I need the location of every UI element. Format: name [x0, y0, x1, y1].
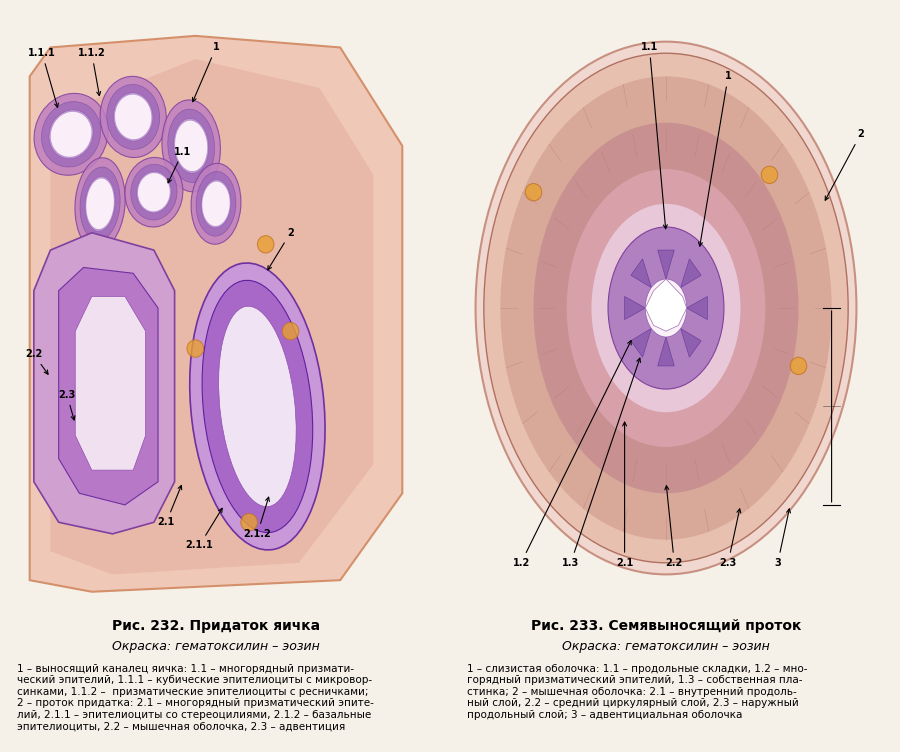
Polygon shape	[631, 329, 652, 357]
Ellipse shape	[174, 118, 209, 174]
Text: 3: 3	[774, 509, 790, 568]
Ellipse shape	[107, 84, 159, 150]
Ellipse shape	[75, 158, 125, 250]
Text: 2: 2	[825, 129, 864, 200]
Polygon shape	[631, 259, 652, 287]
Circle shape	[608, 227, 724, 389]
Text: 2.1.1: 2.1.1	[185, 508, 222, 550]
Ellipse shape	[41, 102, 101, 167]
Circle shape	[534, 123, 798, 493]
Polygon shape	[658, 337, 674, 366]
Text: 1: 1	[193, 42, 220, 102]
Polygon shape	[680, 259, 701, 287]
Ellipse shape	[125, 157, 183, 227]
Text: Рис. 232. Придаток яичка: Рис. 232. Придаток яичка	[112, 620, 320, 633]
Ellipse shape	[790, 357, 806, 374]
Polygon shape	[76, 296, 146, 470]
Text: 1 – слизистая оболочка: 1.1 – продольные складки, 1.2 – мно-
горядный призматиче: 1 – слизистая оболочка: 1.1 – продольные…	[467, 663, 808, 720]
Ellipse shape	[80, 167, 121, 241]
Ellipse shape	[162, 100, 220, 192]
Ellipse shape	[201, 180, 231, 228]
Text: Рис. 233. Семявыносящий проток: Рис. 233. Семявыносящий проток	[531, 620, 801, 633]
Ellipse shape	[85, 176, 115, 232]
Circle shape	[475, 41, 857, 575]
Text: 1.1.2: 1.1.2	[78, 48, 105, 96]
Text: 2.3: 2.3	[719, 509, 741, 568]
Ellipse shape	[137, 171, 171, 213]
Text: 1: 1	[698, 71, 732, 246]
Ellipse shape	[219, 306, 296, 507]
Ellipse shape	[191, 163, 241, 244]
Ellipse shape	[187, 340, 203, 357]
Text: Окраска: гематоксилин – эозин: Окраска: гематоксилин – эозин	[112, 639, 320, 653]
Text: 1.1: 1.1	[641, 42, 667, 229]
Text: 2.1: 2.1	[616, 422, 634, 568]
Polygon shape	[625, 296, 645, 320]
Circle shape	[500, 77, 832, 540]
Ellipse shape	[761, 166, 778, 183]
Text: 2.1.2: 2.1.2	[244, 497, 271, 539]
Polygon shape	[658, 250, 674, 279]
Ellipse shape	[115, 95, 151, 139]
Text: 1 – выносящий каналец яичка: 1.1 – многорядный призмати-
ческий эпителий, 1.1.1 : 1 – выносящий каналец яичка: 1.1 – много…	[17, 663, 374, 732]
Text: 2.3: 2.3	[58, 390, 76, 420]
Ellipse shape	[86, 178, 114, 229]
Ellipse shape	[130, 165, 177, 220]
Polygon shape	[687, 296, 707, 320]
Ellipse shape	[167, 109, 214, 183]
Ellipse shape	[176, 120, 207, 171]
Text: 2.1: 2.1	[158, 486, 182, 527]
Circle shape	[591, 204, 741, 412]
Text: 2: 2	[268, 228, 294, 270]
Polygon shape	[30, 36, 402, 592]
Polygon shape	[50, 59, 373, 575]
Polygon shape	[680, 329, 701, 357]
Ellipse shape	[257, 235, 274, 253]
Ellipse shape	[196, 171, 236, 236]
Ellipse shape	[526, 183, 542, 201]
Ellipse shape	[202, 181, 230, 226]
Text: Окраска: гематоксилин – эозин: Окраска: гематоксилин – эозин	[562, 639, 770, 653]
Ellipse shape	[34, 93, 108, 175]
Text: 2.2: 2.2	[665, 486, 683, 568]
Ellipse shape	[100, 77, 166, 157]
Circle shape	[567, 169, 765, 447]
Circle shape	[484, 53, 848, 562]
Text: 1.1.1: 1.1.1	[28, 48, 58, 108]
Ellipse shape	[202, 280, 312, 532]
Text: 1.3: 1.3	[562, 358, 641, 568]
Text: 2.2: 2.2	[25, 350, 48, 374]
Circle shape	[645, 279, 687, 337]
Text: 1.1: 1.1	[168, 147, 192, 183]
Ellipse shape	[283, 323, 299, 340]
Ellipse shape	[49, 110, 94, 159]
Text: 1.2: 1.2	[512, 341, 631, 568]
Polygon shape	[645, 279, 687, 331]
Ellipse shape	[241, 514, 257, 531]
Polygon shape	[58, 268, 158, 505]
Ellipse shape	[50, 112, 92, 157]
Ellipse shape	[113, 92, 153, 141]
Ellipse shape	[138, 173, 170, 211]
Ellipse shape	[190, 263, 325, 550]
Polygon shape	[34, 233, 175, 534]
